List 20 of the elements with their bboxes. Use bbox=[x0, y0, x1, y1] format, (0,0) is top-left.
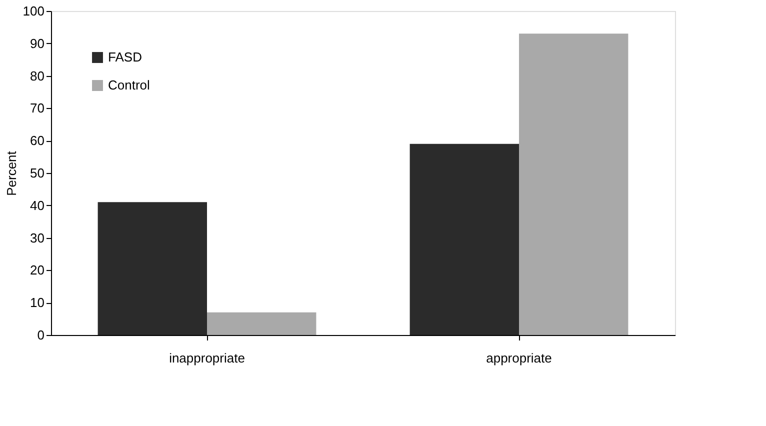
legend-label: Control bbox=[108, 78, 150, 92]
y-tick-label: 0 bbox=[37, 328, 44, 342]
y-tick-label: 30 bbox=[30, 230, 44, 246]
x-tick-label: appropriate bbox=[486, 350, 552, 366]
y-tick-label: 80 bbox=[30, 68, 44, 84]
y-tick-label: 60 bbox=[30, 133, 44, 148]
y-tick-label: 10 bbox=[30, 295, 44, 310]
bar bbox=[410, 144, 519, 335]
y-tick-label: 90 bbox=[30, 36, 44, 51]
y-tick-label: 70 bbox=[30, 100, 44, 116]
bar bbox=[98, 202, 207, 335]
bar bbox=[207, 312, 316, 335]
y-tick-label: 20 bbox=[30, 262, 44, 278]
x-tick-label: inappropriate bbox=[169, 350, 245, 366]
y-tick-label: 100 bbox=[22, 4, 44, 18]
y-axis-title: Percent bbox=[4, 150, 19, 196]
legend-label: FASD bbox=[108, 50, 142, 64]
y-tick-label: 50 bbox=[30, 166, 44, 180]
y-tick-label: 40 bbox=[30, 198, 44, 213]
bar bbox=[519, 34, 628, 335]
